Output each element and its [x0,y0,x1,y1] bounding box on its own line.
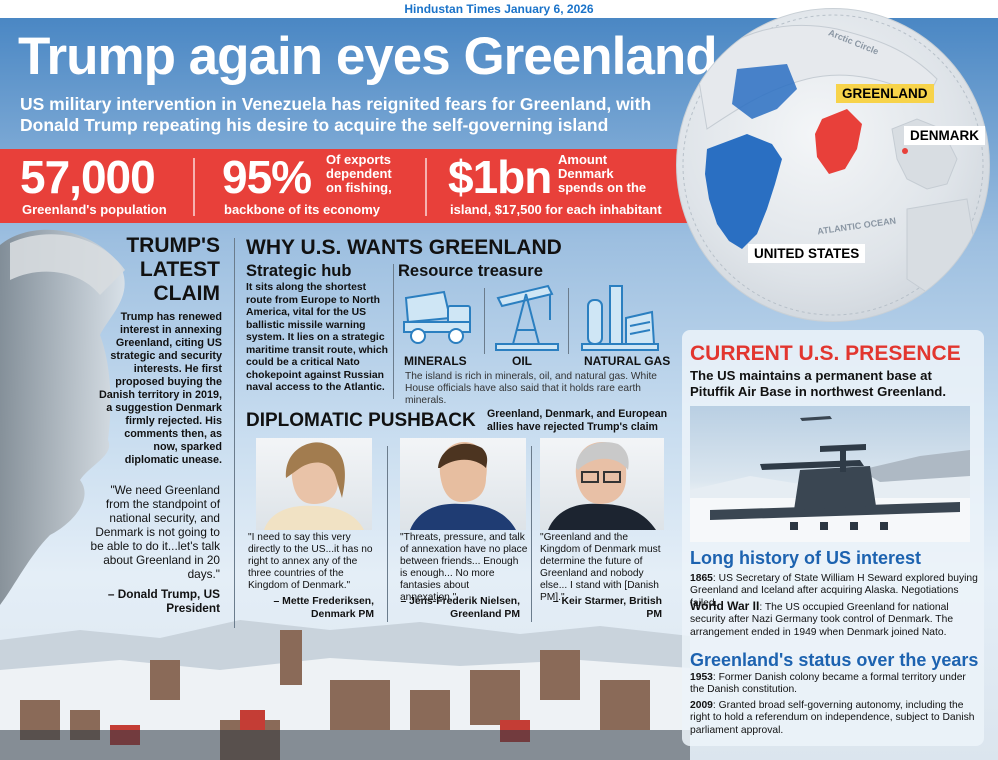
resource-divider [568,288,569,354]
greenland-label: GREENLAND [836,84,934,103]
denmark-marker [902,148,908,154]
united-states-label: UNITED STATES [748,244,866,263]
trump-quote-attribution: – Donald Trump, US President [107,587,220,615]
stat-divider [425,158,427,216]
greenland-shape [815,109,862,174]
strategic-hub-body: It sits along the shortest route from Eu… [246,282,389,393]
status-year: 2009 [690,700,713,711]
resource-note: The island is rich in minerals, oil, and… [405,371,657,406]
portrait-frederiksen [256,438,372,530]
gas-plant-icon [581,285,659,351]
nielsen-quote: "Threats, pressure, and talk of annexati… [400,532,528,603]
source-line: Hindustan Times January 6, 2026 [0,0,998,18]
why-heading: WHY U.S. WANTS GREENLAND [246,236,562,259]
nielsen-attribution: – Jens-Frederik Nielsen, Greenland PM [400,596,520,620]
diplomatic-heading: DIPLOMATIC PUSHBACK [246,410,476,431]
strategic-hub-heading: Strategic hub [246,262,352,280]
column-divider [531,446,532,622]
history-text: : The US occupied Greenland for national… [690,602,954,638]
presence-heading: CURRENT U.S. PRESENCE [690,342,961,365]
history-text: : US Secretary of State William H Seward… [690,573,978,609]
stat-population-value: 57,000 [20,151,156,203]
stat-divider [193,158,195,216]
trump-portrait [0,229,125,606]
dump-truck-icon [403,290,471,344]
denmark-label: DENMARK [904,126,985,145]
resource-label-gas: NATURAL GAS [584,354,671,368]
stat-population-label: Greenland's population [22,202,167,217]
status-heading: Greenland's status over the years [690,650,979,670]
history-heading: Long history of US interest [690,548,922,568]
column-divider [387,446,388,622]
status-text: : Granted broad self-governing autonomy,… [690,700,975,736]
presence-body: The US maintains a permanent base at Pit… [690,368,946,399]
united-states-shape [705,134,782,249]
stat-spending-label-bottom: island, $17,500 for each inhabitant [450,202,662,217]
resource-label-oil: OIL [512,354,532,368]
globe-landmasses [682,14,984,316]
status-item-2009: 2009: Granted broad self-governing auton… [690,700,980,737]
history-item-ww2: World War II: The US occupied Greenland … [690,600,980,639]
stats-bar [0,149,740,223]
stat-exports-value: 95% [222,151,312,203]
starmer-quote: "Greenland and the Kingdom of Denmark mu… [540,532,661,603]
resource-divider [484,288,485,354]
status-text: : Former Danish colony became a formal t… [690,672,966,696]
column-divider [234,238,235,628]
stat-exports-label-top: Of exports dependent on fishing, [326,152,392,195]
portrait-starmer [540,438,664,530]
claim-body: Trump has renewed interest in annexing G… [98,311,222,466]
stat-spending-value: $1bn [448,151,552,203]
globe-map: Arctic Circle ATLANTIC OCEAN [676,8,990,322]
air-base-photo [690,406,970,542]
trump-quote: "We need Greenland from the standpoint o… [90,483,220,581]
status-year: 1953 [690,672,713,683]
town-photo [0,620,690,760]
stat-spending-label-top: Amount Denmark spends on the [558,152,647,195]
oil-pump-icon [495,284,559,351]
resource-label-minerals: MINERALS [404,354,467,368]
history-year: World War II [690,599,760,613]
starmer-attribution: – Keir Starmer, British PM [552,596,662,620]
portrait-nielsen [400,438,526,530]
history-year: 1865 [690,573,713,584]
history-item-1865: 1865: US Secretary of State William H Se… [690,573,980,610]
column-divider [393,264,394,399]
frederiksen-attribution: – Mette Frederiksen, Denmark PM [273,596,374,620]
status-item-1953: 1953: Former Danish colony became a form… [690,672,980,697]
stat-exports-label-bottom: backbone of its economy [224,202,381,217]
resource-heading: Resource treasure [398,262,543,280]
subtitle: US military intervention in Venezuela ha… [20,94,652,135]
frederiksen-quote: "I need to say this very directly to the… [248,532,373,591]
diplomatic-subheading: Greenland, Denmark, and European allies … [487,408,668,433]
claim-heading: TRUMP'S LATEST CLAIM [126,234,220,305]
main-title: Trump again eyes Greenland [18,27,718,86]
